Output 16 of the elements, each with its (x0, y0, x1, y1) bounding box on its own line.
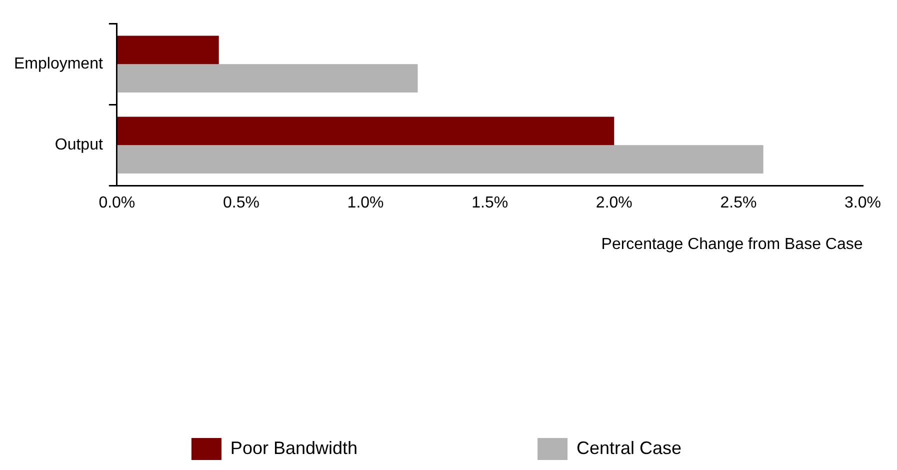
legend-label: Poor Bandwidth (230, 438, 358, 458)
y-tick-label: Employment (14, 56, 104, 73)
bar (117, 116, 614, 146)
x-tick-label: 3.0% (844, 194, 881, 212)
x-axis-title: Percentage Change from Base Case (601, 236, 863, 253)
x-tick-label: 2.0% (596, 194, 632, 212)
x-tick-label: 2.5% (720, 194, 757, 212)
bar (117, 64, 418, 92)
bar (117, 145, 764, 174)
y-tick-label: Output (54, 136, 104, 154)
legend-label: Central Case (576, 438, 682, 458)
x-tick-label: 1.5% (472, 194, 508, 212)
x-tick-label: 0.5% (222, 194, 260, 212)
x-tick-label: 0.0% (98, 194, 136, 212)
bar (117, 36, 219, 64)
x-tick-label: 1.0% (347, 194, 384, 212)
